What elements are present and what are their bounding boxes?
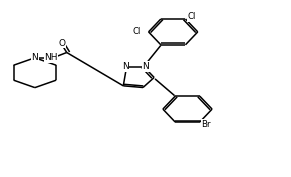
Text: NH: NH bbox=[44, 53, 58, 62]
Text: O: O bbox=[58, 39, 65, 48]
Text: N: N bbox=[142, 62, 149, 71]
Text: N: N bbox=[122, 62, 128, 71]
Text: Cl: Cl bbox=[188, 12, 196, 21]
Text: N: N bbox=[31, 53, 38, 62]
Text: Cl: Cl bbox=[133, 27, 141, 36]
Text: Br: Br bbox=[201, 120, 211, 129]
